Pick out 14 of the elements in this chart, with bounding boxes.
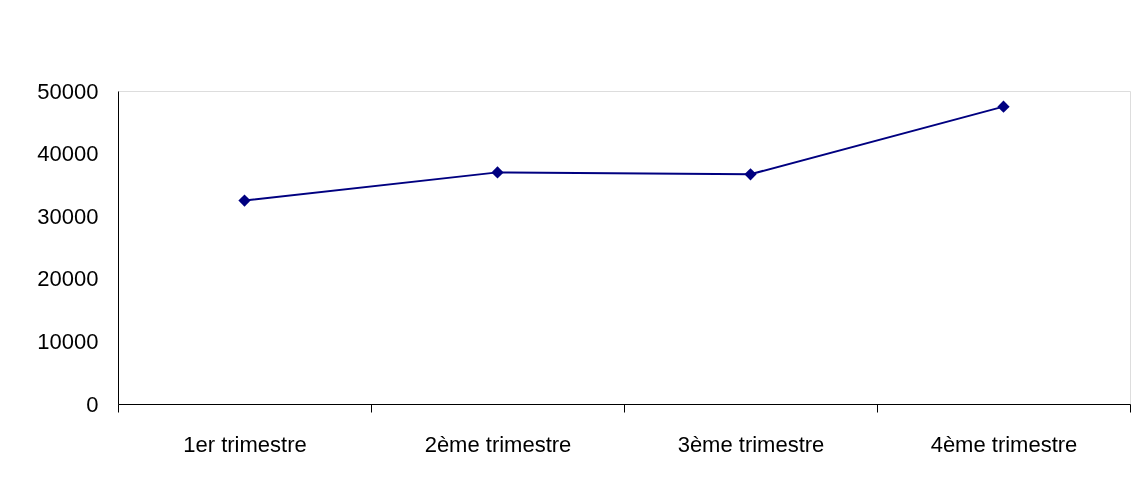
point [744, 168, 757, 181]
point [238, 194, 251, 207]
x-tick-label: 4ème trimestre [930, 431, 1078, 457]
y-tick-label: 20000 [37, 266, 99, 292]
point [491, 166, 504, 179]
y-tick-label: 50000 [37, 78, 99, 104]
y-tick-label: 0 [86, 391, 99, 417]
y-tick-label: 10000 [37, 328, 99, 354]
x-tick-label: 2ème trimestre [424, 431, 572, 457]
x-tick-label: 1er trimestre [183, 431, 307, 457]
y-tick-label: 30000 [37, 203, 99, 229]
point [997, 100, 1010, 113]
y-tick-label: 40000 [37, 141, 99, 167]
x-tick-label: 3ème trimestre [677, 431, 825, 457]
